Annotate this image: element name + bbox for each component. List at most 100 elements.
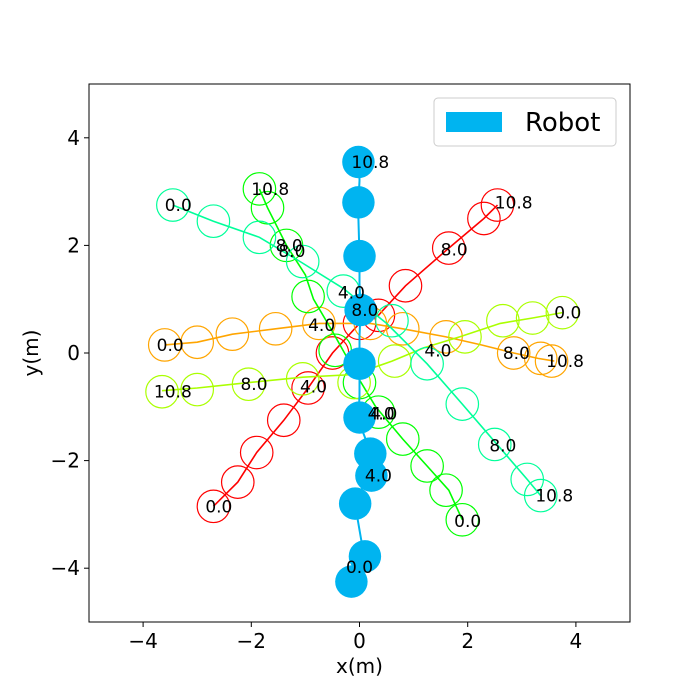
human-3-time-label: 8.0 xyxy=(240,375,267,395)
x-tick-label: −4 xyxy=(128,629,157,653)
robot-circle xyxy=(343,401,376,434)
robot-trajectory xyxy=(335,145,388,598)
human-4-circle xyxy=(156,188,190,222)
human-1-circle xyxy=(429,320,463,354)
human-0-circle xyxy=(291,371,325,405)
y-tick-label: 0 xyxy=(67,341,80,365)
robot-circle xyxy=(342,145,375,179)
robot-circle xyxy=(354,437,387,470)
human-1-circle xyxy=(385,311,420,346)
human-3-trajectory xyxy=(145,295,580,409)
human-3-time-label: 4.0 xyxy=(424,341,451,361)
robot-circle xyxy=(344,293,377,327)
x-tick-label: 2 xyxy=(461,629,474,653)
y-tick-label: −4 xyxy=(51,556,80,580)
y-tick-label: −2 xyxy=(51,449,80,473)
human-3-circle xyxy=(145,374,179,409)
human-0-circle xyxy=(196,489,231,524)
robot-circle xyxy=(342,186,375,219)
human-2-time-label: 0.0 xyxy=(454,512,481,532)
robot-time-label: 4.0 xyxy=(338,284,365,304)
human-2-time-label: 10.8 xyxy=(251,180,289,200)
human-0-circle xyxy=(220,465,255,499)
robot-time-label: 4.0 xyxy=(368,404,395,424)
human-4-circle xyxy=(477,427,512,462)
robot-time-label: 4.0 xyxy=(365,467,392,487)
human-3-circle xyxy=(231,367,266,402)
human-2-time-label: 4.0 xyxy=(370,404,397,424)
robot-circle xyxy=(343,239,376,273)
robot-time-label: 8.0 xyxy=(351,301,378,321)
human-2-circle xyxy=(291,279,325,314)
human-1-circle xyxy=(258,311,293,346)
human-4-time-label: 8.0 xyxy=(489,437,516,457)
legend-robot-swatch xyxy=(446,112,502,132)
y-axis-label: y(m) xyxy=(19,330,43,377)
human-0-time-label: 8.0 xyxy=(441,241,468,261)
robot-circle xyxy=(343,347,376,380)
human-1-time-label: 10.8 xyxy=(546,352,584,372)
human-4-circle xyxy=(375,303,409,338)
human-3-circle xyxy=(515,301,550,335)
human-1-circle xyxy=(215,317,250,352)
human-1-circle xyxy=(534,344,569,378)
human-2-circle xyxy=(429,473,463,508)
human-1-circle xyxy=(523,341,558,376)
x-tick-label: −2 xyxy=(237,629,266,653)
robot-circle xyxy=(338,487,372,520)
human-1-time-label: 0.0 xyxy=(157,336,184,356)
human-0-time-label: 10.8 xyxy=(495,193,533,213)
x-tick-label: 0 xyxy=(353,629,366,653)
robot-circle xyxy=(348,540,382,573)
human-0-circle xyxy=(467,201,501,236)
human-2-circle xyxy=(445,502,480,537)
y-tick-label: 2 xyxy=(67,233,80,257)
human-4-circle xyxy=(242,220,277,255)
human-0-circle xyxy=(239,435,274,470)
human-3-path xyxy=(161,311,563,392)
x-axis-label: x(m) xyxy=(336,654,383,678)
human-0-circle xyxy=(480,188,515,222)
plot-layer: 0.04.08.010.80.04.08.0 10.810.88.04.00.01… xyxy=(145,145,584,598)
legend-robot-label: Robot xyxy=(525,108,600,138)
human-4-circle xyxy=(285,244,320,279)
x-tick-label: 4 xyxy=(570,629,583,653)
human-3-circle xyxy=(545,295,580,330)
human-0-circle xyxy=(266,403,301,438)
human-1-circle xyxy=(496,336,531,370)
legend: Robot xyxy=(433,97,617,147)
human-3-circle xyxy=(285,361,320,396)
human-1-circle xyxy=(180,325,215,360)
human-0-circle xyxy=(431,231,466,265)
human-2-circle xyxy=(385,422,420,456)
human-3-time-label: 0.0 xyxy=(554,304,581,324)
human-4-circle xyxy=(523,478,558,513)
robot-circle xyxy=(335,565,368,598)
human-0-circle xyxy=(388,268,423,303)
time-labels: 0.04.08.010.80.04.08.0 10.810.88.04.00.01… xyxy=(154,153,584,578)
human-1-time-label: 4.0 xyxy=(308,316,335,336)
human-3-time-label: 10.8 xyxy=(154,383,192,403)
human-4-circle xyxy=(410,346,444,381)
human-2-circle xyxy=(410,449,444,483)
human-4-circle xyxy=(445,387,480,421)
human-4-time-label: 0.0 xyxy=(165,196,192,216)
human-0-time-label: 0.0 xyxy=(205,497,232,517)
human-2-time-label: 8.0 xyxy=(276,236,303,256)
robot-time-label: 10.8 xyxy=(351,153,389,173)
human-3-circle xyxy=(486,303,520,338)
robot-time-label: 0.0 xyxy=(346,558,373,578)
human-3-circle xyxy=(448,320,482,354)
human-4-circle xyxy=(196,204,231,239)
y-tick-label: 4 xyxy=(67,126,80,150)
human-2-circle xyxy=(242,172,277,206)
human-4-time-label: 8.0 xyxy=(278,242,305,262)
axes-layer: −4 −2 0 2 4 −4 −2 0 2 4 x(m) y(m) xyxy=(19,126,582,678)
human-1-trajectory xyxy=(147,306,569,378)
human-2-circle xyxy=(250,190,285,225)
human-3-circle xyxy=(180,372,215,407)
human-4-time-label: 10.8 xyxy=(535,487,573,507)
legend-frame xyxy=(433,97,617,147)
human-0-time-label: 4.0 xyxy=(300,377,327,397)
